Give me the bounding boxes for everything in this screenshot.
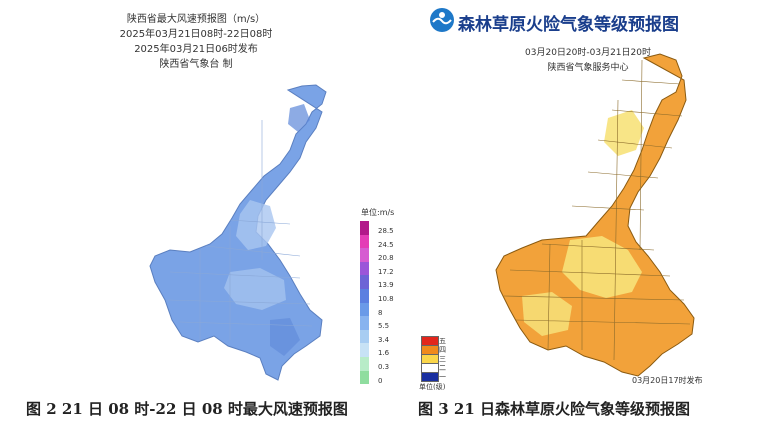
wind-map-period: 2025年03月21日08时-22日08时 [119,29,273,40]
wind-legend-label: 3.4 [378,335,390,344]
wind-legend-swatch [360,316,369,330]
wind-light-zone [236,200,276,250]
fire-legend-label: 三 [439,355,446,363]
fire-legend-label: 二 [439,364,446,372]
wind-map-producer: 陕西省气象台 制 [159,59,233,70]
wind-dark-zone-2 [270,318,300,356]
fire-map-issue-time: 03月20日17时发布 [632,376,703,385]
fire-map-producer: 陕西省气象服务中心 [547,63,629,73]
wind-legend-swatch [360,248,369,262]
fire-map-period: 03月20日20时-03月21日20时 [525,48,651,58]
wind-legend-swatch [360,234,369,249]
fire-map-title: 森林草原火险气象等级预报图 [458,15,679,35]
wind-legend-swatch [360,329,369,344]
wind-legend-label: 5.5 [378,322,390,331]
wind-legend-swatch [360,289,369,303]
wind-legend-label: 13.9 [378,281,394,290]
figure-3-caption: 图 3 21 日森林草原火险气象等级预报图 [418,400,690,418]
wind-legend-label: 20.8 [378,254,394,263]
wind-legend-label: 8 [378,308,383,317]
wind-speed-map-panel: 陕西省最大风速预报图（m/s） 2025年03月21日08时-22日08时 20… [0,0,395,418]
wind-legend-swatch [360,275,369,289]
fire-legend-label: 一 [439,373,446,381]
wind-legend-swatch [360,302,369,317]
wind-map-issued: 2025年03月21日06时发布 [134,44,258,55]
figure-2-caption: 图 2 21 日 08 时-22 日 08 时最大风速预报图 [26,400,348,418]
wind-legend-swatch [360,357,369,371]
wind-legend-label: 28.5 [378,227,394,235]
wind-legend-swatch [360,221,369,235]
wind-legend-label: 0 [378,376,383,385]
fire-legend-label: 五 [439,337,446,345]
wind-legend-label: 1.6 [378,349,390,358]
wind-legend-swatch [360,261,369,276]
fire-risk-map [495,53,695,377]
fire-legend-swatch [421,372,439,382]
fire-legend-label: 四 [439,346,446,354]
wind-legend-unit: 单位:m/s [361,208,395,217]
wind-legend-label: 0.3 [378,363,390,371]
weather-service-logo-icon [430,8,454,32]
wind-dark-zone [288,104,310,132]
fire-yellow-zone-north [604,110,644,156]
wind-county-lines [167,120,313,340]
wind-light-zone-2 [224,268,286,310]
wind-legend-swatch [360,370,369,385]
wind-map-title: 陕西省最大风速预报图（m/s） [126,14,266,25]
wind-legend-label: 17.2 [378,267,394,276]
fire-yellow-zone-south [522,292,572,336]
fire-legend-unit: 单位(级) [419,383,446,391]
shaanxi-outline-fire [495,53,695,377]
fire-risk-map-panel: 森林草原火险气象等级预报图 03月20日20时-03月21日20时 陕西省气象服… [392,0,784,418]
wind-legend-label: 10.8 [378,295,394,303]
wind-legend-label: 24.5 [378,240,394,249]
fire-county-lines [503,59,691,361]
wind-speed-map [149,84,327,381]
wind-legend-swatch [360,343,369,357]
